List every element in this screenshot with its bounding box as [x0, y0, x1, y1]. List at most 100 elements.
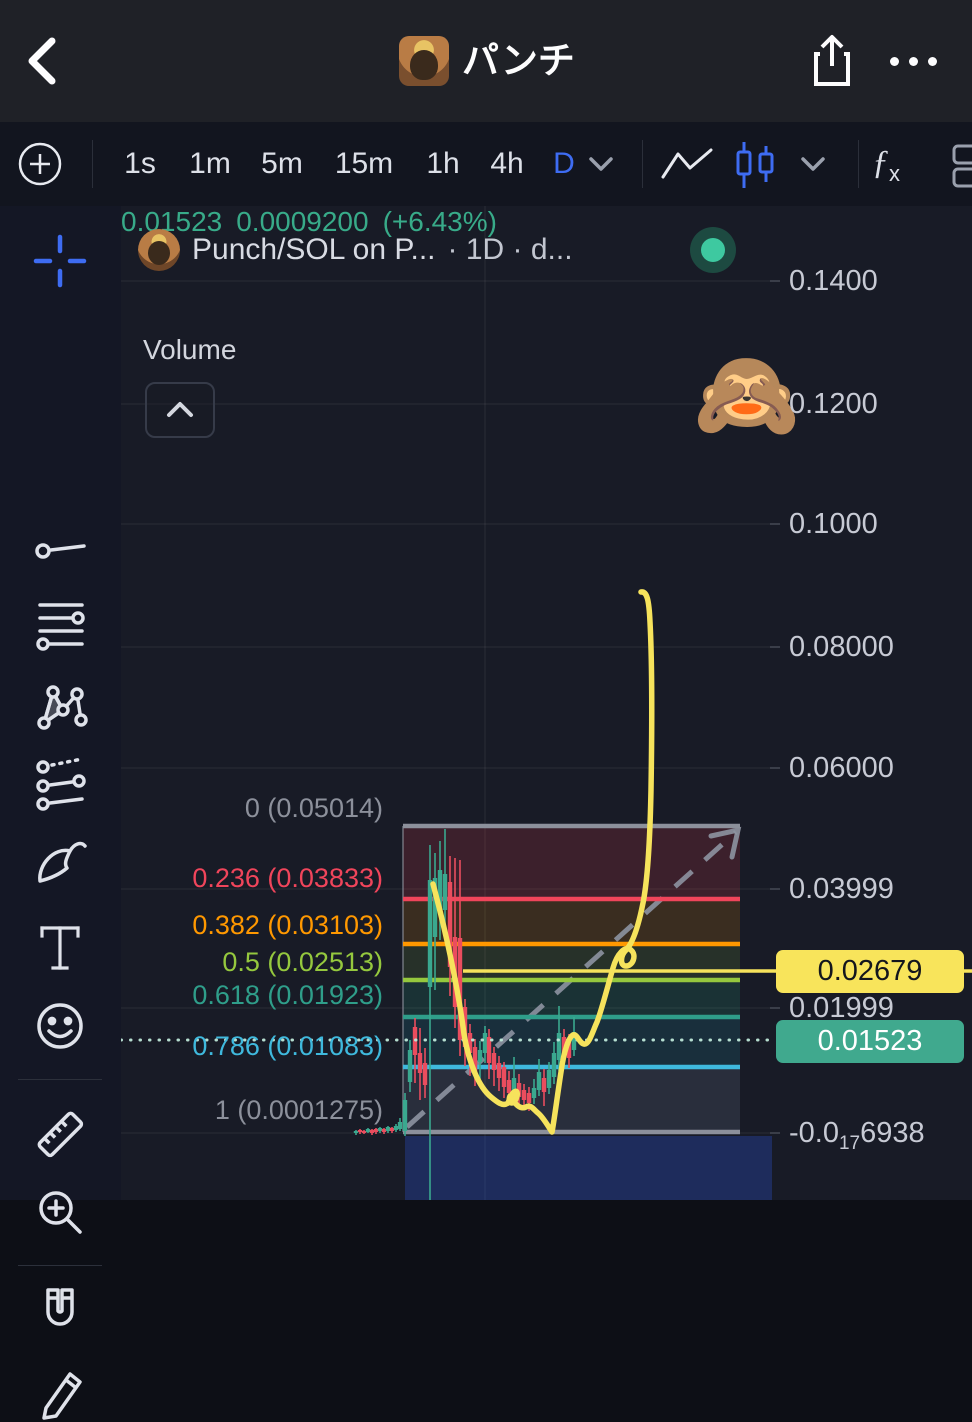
candle-body: [511, 1078, 517, 1092]
candle-body: [437, 870, 443, 912]
emoji-tool-icon[interactable]: [32, 998, 88, 1054]
candle-body: [361, 1131, 367, 1133]
candle-body: [486, 1037, 492, 1063]
dot-icon: [928, 56, 937, 66]
forecast-tool-icon[interactable]: [32, 755, 88, 811]
axis-label: 0.03999: [789, 873, 894, 905]
candle-body: [427, 880, 433, 987]
add-button[interactable]: [18, 142, 62, 186]
candle-body: [546, 1070, 552, 1088]
more-options-button[interactable]: [890, 50, 946, 72]
see-no-evil-emoji-sticker: 🙈: [693, 347, 801, 443]
collapse-legend-button[interactable]: [145, 382, 215, 438]
layout-icon[interactable]: [950, 144, 972, 188]
timeframe-1s[interactable]: 1s: [124, 147, 156, 180]
fib-band: [403, 899, 740, 944]
dot-icon: [890, 56, 899, 66]
axis-label: 0.06000: [789, 752, 894, 784]
timeframe-4h[interactable]: 4h: [490, 147, 524, 180]
axis-label: -0.0176938: [789, 1117, 925, 1154]
symbol-name: Punch/SOL on P...: [192, 233, 436, 266]
candlestick-chart[interactable]: [121, 206, 972, 1200]
candle-body: [365, 1129, 371, 1132]
drawing-tools-sidebar: [0, 206, 122, 1420]
fib-label-1: 1 (0.0001275): [214, 1095, 383, 1125]
timeframe-5m[interactable]: 5m: [261, 147, 303, 180]
chart-area[interactable]: Punch/SOL on P... · 1D · d... 0.01523 0.…: [121, 206, 972, 1200]
header-bar: パンチ: [0, 0, 972, 122]
fib-band: [403, 1017, 740, 1067]
zoom-in-tool-icon[interactable]: [32, 1184, 88, 1240]
timeframe-1h[interactable]: 1h: [426, 147, 460, 180]
candle-body: [381, 1129, 387, 1132]
trend-arrow-head: [708, 826, 742, 860]
fib-label-0: 0 (0.05014): [244, 793, 383, 823]
fib-band: [403, 1067, 740, 1132]
line-chart-type-icon[interactable]: [660, 148, 714, 180]
fib-retracement-tool-icon[interactable]: [32, 598, 88, 654]
price-badge-0.02679: 0.02679: [776, 950, 964, 993]
candle-body: [357, 1130, 363, 1132]
token-avatar: [399, 36, 449, 86]
candle-body: [556, 1033, 562, 1060]
candle-body: [432, 878, 438, 937]
magnet-tool-icon[interactable]: [32, 1284, 88, 1340]
crosshair-tool-icon[interactable]: [32, 233, 88, 289]
candle-body: [377, 1128, 383, 1131]
candle-body: [373, 1129, 379, 1132]
divider: [642, 140, 643, 188]
trend-line-tool-icon[interactable]: [32, 521, 88, 577]
fib-label-0.5: 0.5 (0.02513): [222, 947, 383, 977]
price-change-row: 0.01523 0.0009200 (+6.43%): [121, 206, 972, 238]
chart-toolbar: 1s 1m 5m 15m 1h 4h D ƒx: [0, 122, 972, 207]
change-absolute: 0.0009200: [236, 206, 369, 237]
candle-body: [397, 1122, 403, 1129]
candle-body: [536, 1072, 542, 1090]
timeframe-1m[interactable]: 1m: [189, 147, 231, 180]
candle-body: [482, 1033, 488, 1053]
candle-body: [526, 1093, 532, 1103]
symbol-interval: · 1D · d...: [447, 233, 573, 266]
candle-body: [389, 1128, 395, 1131]
timeframe-selected[interactable]: D: [553, 147, 575, 180]
axis-label: 0.1400: [789, 265, 878, 297]
candle-body: [541, 1078, 547, 1092]
chevron-down-icon[interactable]: [798, 154, 828, 174]
candle-body: [447, 882, 453, 967]
fib-label-0.236: 0.236 (0.03833): [192, 863, 383, 893]
chart-legend[interactable]: Punch/SOL on P... · 1D · d...: [138, 228, 573, 272]
candle-body: [551, 1053, 557, 1077]
candle-body: [393, 1126, 399, 1130]
candle-body: [467, 1033, 473, 1053]
axis-label: 0.1200: [789, 388, 878, 420]
yellow-brush-drawing[interactable]: [430, 589, 655, 1135]
timeframe-15m[interactable]: 15m: [334, 147, 394, 180]
candle-chart-type-icon[interactable]: [732, 140, 780, 190]
ruler-tool-icon[interactable]: [32, 1106, 88, 1162]
candle-body: [407, 1050, 413, 1082]
dot-icon: [909, 56, 918, 66]
edit-tool-icon[interactable]: [32, 1366, 88, 1422]
xabcd-pattern-tool-icon[interactable]: [32, 679, 88, 735]
divider: [18, 1079, 102, 1080]
brush-tool-icon[interactable]: [32, 833, 88, 889]
candle-body: [353, 1131, 359, 1133]
candle-body: [501, 1067, 507, 1087]
candle-body: [491, 1053, 497, 1070]
candle-body: [566, 1042, 572, 1058]
share-icon[interactable]: [810, 34, 854, 88]
chevron-down-icon[interactable]: [586, 154, 616, 174]
symbol-avatar: [138, 229, 180, 271]
candle-body: [506, 1080, 512, 1093]
candle-body: [571, 1032, 577, 1050]
candle-body: [457, 938, 463, 1040]
fib-label-0.618: 0.618 (0.01923): [192, 980, 383, 1010]
indicators-button[interactable]: ƒx: [872, 144, 900, 186]
last-price: 0.01523: [121, 206, 223, 237]
text-tool-icon[interactable]: [32, 920, 88, 976]
fib-label-0.786: 0.786 (0.01083): [192, 1031, 383, 1061]
fib-label-0.382: 0.382 (0.03103): [192, 910, 383, 940]
axis-label: 0.01999: [789, 992, 894, 1024]
back-button[interactable]: [22, 36, 62, 86]
